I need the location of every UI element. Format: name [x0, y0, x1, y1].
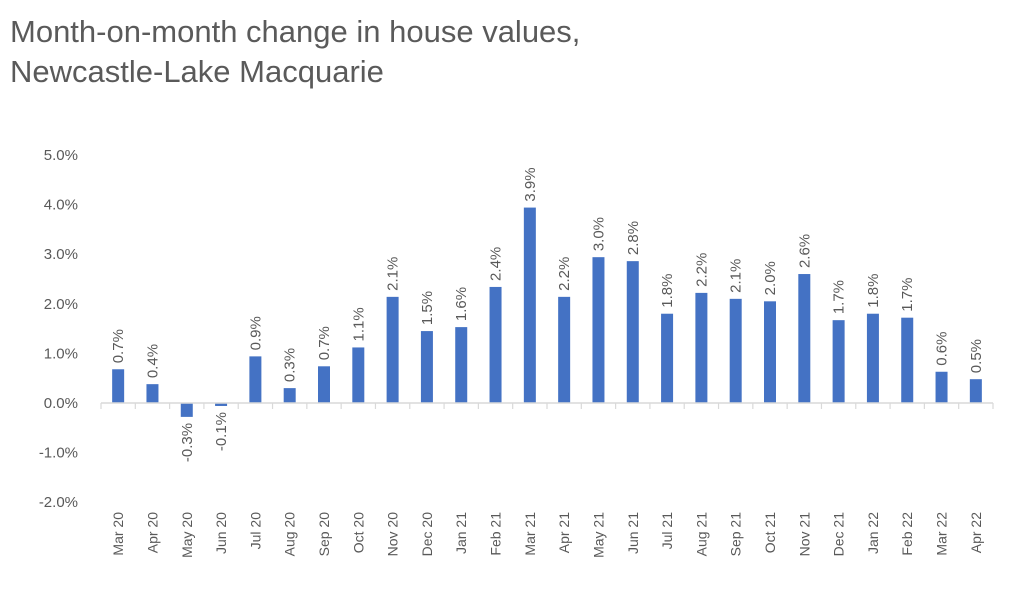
data-label: 1.6% [453, 287, 470, 321]
x-tick-label: Oct 20 [350, 512, 366, 553]
bar [215, 403, 228, 406]
bar [112, 369, 125, 403]
data-label: 2.6% [796, 234, 813, 268]
x-tick-label: May 21 [590, 512, 606, 558]
bar [695, 292, 708, 403]
bar [455, 327, 468, 403]
x-tick-label: Jul 20 [247, 512, 263, 550]
data-label: 1.7% [831, 280, 848, 314]
x-tick-label: Sep 20 [316, 512, 332, 557]
data-label: 0.6% [934, 332, 951, 366]
bar [283, 388, 296, 403]
x-tick-label: Jan 22 [865, 512, 881, 554]
y-tick-label: 2.0% [44, 296, 78, 313]
x-tick-label: Jul 21 [659, 512, 675, 550]
bar [901, 317, 914, 403]
bar [866, 313, 879, 403]
data-label: 1.8% [659, 274, 676, 308]
x-tick-label: Aug 21 [693, 512, 709, 557]
bar [764, 301, 776, 403]
data-label: 2.4% [488, 247, 505, 281]
data-label: 1.1% [350, 307, 367, 341]
bar [180, 403, 193, 417]
data-label: 2.2% [693, 253, 710, 287]
y-axis: 5.0% 4.0% 3.0% 2.0% 1.0% 0.0% -1.0% -2.0% [39, 147, 78, 511]
bar [352, 347, 365, 403]
x-tick-label: Mar 21 [522, 512, 538, 556]
bar [318, 366, 330, 403]
data-label: 2.0% [762, 261, 779, 295]
bar [420, 331, 433, 403]
data-label: 2.1% [728, 259, 745, 293]
x-tick-label: Mar 20 [110, 512, 126, 556]
data-label: 1.8% [865, 274, 882, 308]
bar [558, 296, 571, 403]
x-tick-label: May 20 [179, 512, 195, 558]
x-tick-label: Nov 21 [796, 512, 812, 557]
chart-title-line-2: Newcastle-Lake Macquarie [10, 54, 384, 89]
y-tick-label: 0.0% [44, 395, 78, 412]
bar [935, 371, 948, 403]
x-tick-label: Dec 21 [831, 512, 847, 557]
data-label: 1.7% [899, 277, 916, 311]
bar [626, 261, 639, 403]
data-label: 2.2% [556, 257, 573, 291]
bar [489, 286, 502, 403]
data-label: 0.7% [316, 326, 333, 360]
y-tick-label: 3.0% [44, 246, 78, 263]
x-tick-label: Nov 20 [385, 512, 401, 557]
y-tick-label: -2.0% [39, 494, 78, 511]
x-tick-label: Mar 22 [934, 512, 950, 556]
data-label: 0.3% [282, 348, 299, 382]
x-tick-label: Apr 20 [144, 512, 160, 553]
x-tick-label: Feb 21 [488, 512, 504, 556]
x-axis [100, 402, 994, 409]
x-tick-label: Sep 21 [728, 512, 744, 557]
data-label: 3.9% [522, 167, 539, 201]
chart-title: Month-on-month change in house values, N… [10, 12, 580, 92]
bar [592, 257, 605, 403]
bar-series [112, 207, 982, 417]
data-label: 1.5% [419, 291, 436, 325]
data-label: 0.4% [144, 344, 161, 378]
data-label: 0.5% [968, 339, 985, 373]
chart-title-line-1: Month-on-month change in house values, [10, 14, 581, 49]
x-tick-label: Jan 21 [453, 512, 469, 554]
bar [969, 379, 982, 403]
bar [386, 296, 399, 403]
x-axis-labels: Mar 20 Apr 20 May 20 Jun 20 Jul 20 Aug 20 Sep … [110, 512, 984, 558]
y-tick-label: -1.0% [39, 445, 78, 462]
bar [729, 298, 742, 403]
x-tick-label: Dec 20 [419, 512, 435, 557]
y-tick-label: 4.0% [44, 197, 78, 214]
bar [146, 384, 159, 403]
data-label: 2.8% [625, 221, 642, 255]
data-label: 0.9% [247, 316, 264, 350]
x-tick-label: Aug 20 [282, 512, 298, 557]
data-label: 3.0% [590, 217, 607, 251]
bar [249, 356, 262, 403]
bar [523, 207, 536, 403]
data-label: -0.3% [179, 423, 196, 462]
x-tick-label: Feb 22 [899, 512, 915, 556]
x-tick-label: Jun 20 [213, 512, 229, 554]
data-label: 2.1% [385, 257, 402, 291]
y-tick-label: 1.0% [44, 345, 78, 362]
x-tick-label: Apr 21 [556, 512, 572, 553]
data-label: 0.7% [110, 329, 127, 363]
x-tick-label: Jun 21 [625, 512, 641, 554]
bar [661, 313, 674, 403]
y-tick-label: 5.0% [44, 147, 78, 164]
x-tick-label: Apr 22 [968, 512, 984, 553]
data-label: -0.1% [213, 412, 230, 451]
data-labels: 0.7% 0.4% -0.3% -0.1% 0.9% 0.3% 0.7% 1.1% 2.1% 1.… [110, 167, 985, 462]
x-tick-label: Oct 21 [762, 512, 778, 553]
bar [832, 320, 845, 403]
bar [798, 274, 811, 403]
